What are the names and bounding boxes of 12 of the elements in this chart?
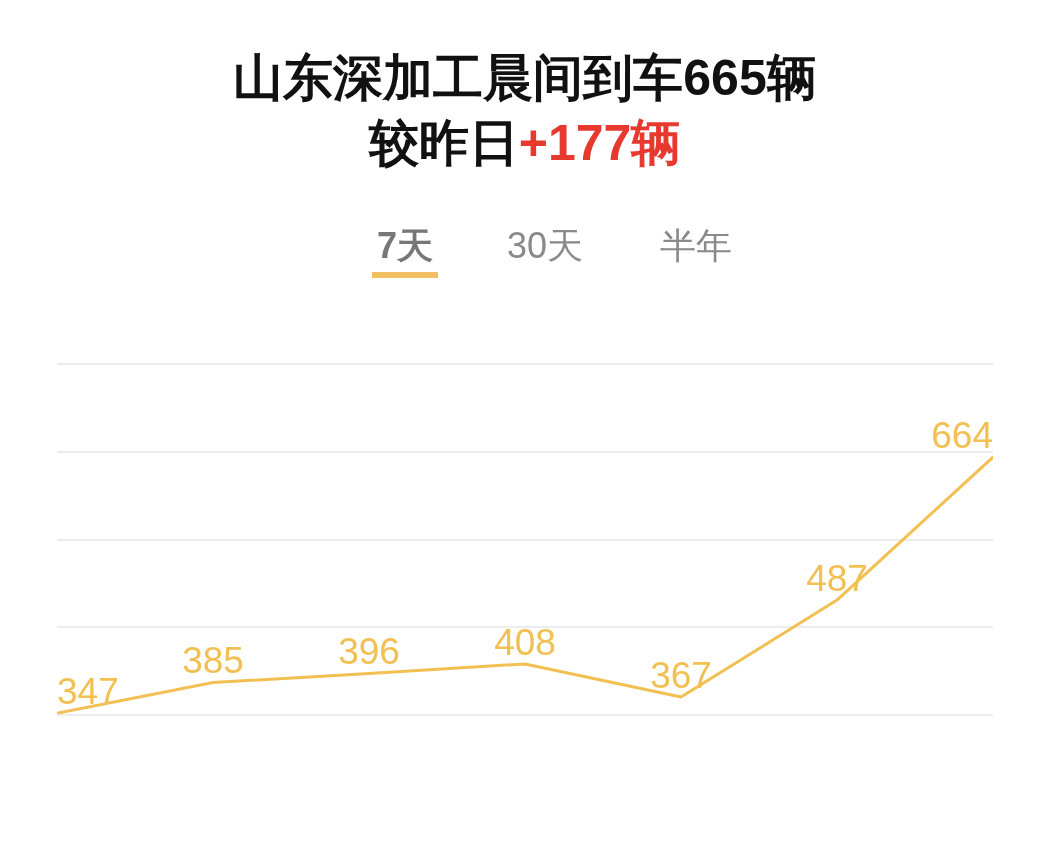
data-label: 385 xyxy=(182,640,244,682)
data-label: 408 xyxy=(494,621,556,663)
text: 30天 xyxy=(507,225,584,266)
chart-subtitle: 较昨日+177辆 xyxy=(367,115,682,171)
data-label: 396 xyxy=(338,631,400,673)
data-label: 347 xyxy=(57,670,119,712)
data-label: 487 xyxy=(806,557,868,599)
data-label: 664 xyxy=(931,414,993,456)
data-label: 367 xyxy=(650,654,712,696)
chart-title: 山东深加工晨间到车665辆 xyxy=(233,50,817,106)
text: 7天 xyxy=(377,225,434,266)
text: 半年 xyxy=(660,225,732,266)
